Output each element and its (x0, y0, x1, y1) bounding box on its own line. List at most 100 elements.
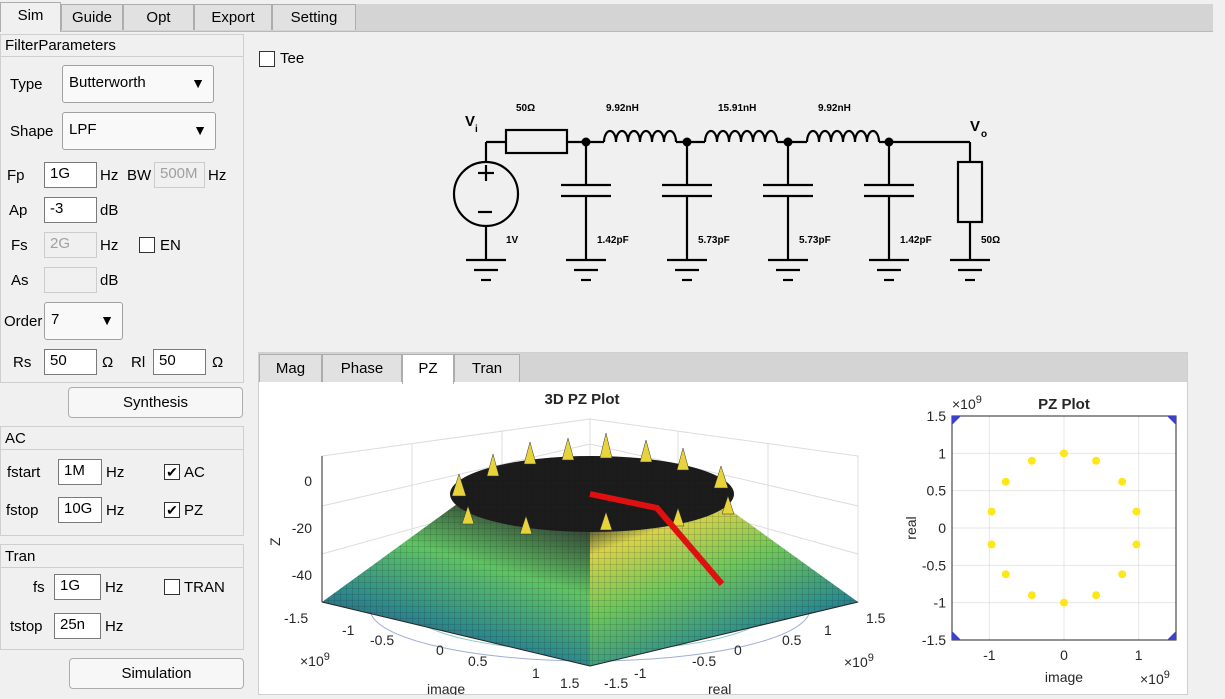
ac-title: AC (5, 430, 26, 447)
fstart-input[interactable]: 1M (58, 459, 102, 485)
capacitor-4-label: 1.42pF (900, 235, 932, 246)
shape-select[interactable]: LPF ▼ (62, 112, 216, 150)
ac-panel (0, 426, 244, 536)
ap-unit: dB (100, 202, 119, 219)
pz-y-tick-label: 1.5 (927, 408, 947, 424)
rl-unit: Ω (212, 354, 224, 371)
tee-label: Tee (280, 50, 305, 67)
filter-parameters-title: FilterParameters (5, 37, 116, 54)
vo-label: V (970, 118, 980, 135)
filter-parameters-panel (0, 34, 244, 383)
bw-unit: Hz (208, 167, 227, 184)
rl-label: Rl (131, 354, 146, 371)
order-label: Order (4, 313, 43, 330)
type-label: Type (10, 76, 43, 93)
fstart-label: fstart (7, 464, 41, 481)
rs-unit: Ω (102, 354, 114, 371)
dropdown-arrow-icon: ▼ (193, 122, 207, 138)
plot-tab-pz[interactable]: PZ (402, 354, 454, 384)
ap-input[interactable]: -3 (44, 197, 97, 223)
left-tick-0: -1.5 (284, 610, 308, 626)
pz-pole-point (1060, 598, 1068, 607)
pz-y-tick-label: 1 (938, 445, 946, 461)
pz-pole-point (1027, 591, 1036, 600)
tran-check-label: TRAN (184, 579, 225, 596)
vo-sub-label: o (981, 129, 987, 140)
tab-guide[interactable]: Guide (61, 4, 123, 30)
right-tick-5: -1 (634, 665, 647, 681)
fs-input[interactable]: 2G (44, 232, 97, 258)
tran-title: Tran (5, 548, 36, 565)
pz-checkbox[interactable]: ✔ (164, 502, 180, 518)
ac-checkbox[interactable]: ✔ (164, 464, 180, 480)
bw-input[interactable]: 500M (154, 162, 205, 188)
pz-corner-marker (952, 416, 961, 425)
right-exp-label: ×109 (844, 652, 874, 670)
pz-2d-plot: -1 0 1 1.5 1 0.5 0 -0.5 -1 -1.5 PZ Plot image rea… (903, 394, 1177, 687)
fstop-input[interactable]: 10G (58, 497, 102, 523)
left-tick-1: -1 (342, 622, 355, 638)
pz-pole-point (1132, 540, 1141, 549)
pz-3d-plot: 3D PZ Plot Z 0 -20 -40 -1.5 -1 -0.5 0 0.… (267, 391, 886, 695)
rl-input[interactable]: 50 (153, 349, 206, 375)
rs-label: Rs (13, 354, 32, 371)
dropdown-arrow-icon: ▼ (191, 75, 205, 91)
pz-plot-title: PZ Plot (1038, 396, 1090, 413)
fs-unit: Hz (100, 237, 119, 254)
en-label: EN (160, 237, 181, 254)
left-tick-4: 0.5 (468, 653, 488, 669)
pz-y-tick-label: 0 (938, 520, 946, 536)
pz-x-tick-label: -1 (983, 647, 996, 663)
en-checkbox[interactable] (139, 237, 155, 253)
fstop-unit: Hz (106, 502, 125, 519)
fp-input[interactable]: 1G (44, 162, 97, 188)
plot3d-xlabel: image (427, 681, 465, 695)
plot-tab-phase[interactable]: Phase (322, 354, 402, 382)
type-select-value: Butterworth (69, 74, 146, 91)
tee-checkbox[interactable] (259, 51, 275, 67)
tab-setting[interactable]: Setting (272, 4, 356, 30)
tran-fs-input[interactable]: 1G (54, 574, 101, 600)
plot-tab-tran[interactable]: Tran (454, 354, 520, 382)
pz-corner-marker (952, 631, 961, 640)
simulation-button[interactable]: Simulation (69, 658, 244, 689)
order-select[interactable]: 7 ▼ (44, 302, 123, 340)
pz-pole-point (1060, 449, 1068, 458)
pz-plot-ylabel: real (903, 516, 919, 539)
tab-export[interactable]: Export (194, 4, 272, 30)
tran-checkbox[interactable] (164, 579, 180, 595)
z-tick-1: -20 (292, 520, 312, 536)
fp-label: Fp (7, 167, 25, 184)
type-select[interactable]: Butterworth ▼ (62, 65, 214, 103)
synthesis-button[interactable]: Synthesis (68, 387, 243, 418)
pz-y-exp-label: ×109 (952, 394, 982, 412)
right-tick-2: 0.5 (782, 632, 802, 648)
z-tick-2: -40 (292, 567, 312, 583)
inductor-3-label: 9.92nH (818, 103, 851, 114)
plot3d-title: 3D PZ Plot (544, 391, 619, 408)
plot-tab-mag[interactable]: Mag (259, 354, 322, 382)
pz-corner-marker (1167, 416, 1176, 425)
plot3d-ylabel: real (708, 681, 731, 695)
tstop-input[interactable]: 25n (54, 613, 101, 639)
left-tick-3: 0 (436, 642, 444, 658)
pz-x-tick-label: 0 (1060, 647, 1068, 663)
pz-pole-point (1092, 591, 1101, 600)
as-input[interactable] (44, 267, 97, 293)
pz-y-tick-label: 0.5 (927, 483, 947, 499)
rs-input[interactable]: 50 (44, 349, 97, 375)
vi-sub-label: i (475, 124, 478, 135)
as-unit: dB (100, 272, 119, 289)
plot3d-zlabel: Z (267, 537, 283, 546)
fstart-unit: Hz (106, 464, 125, 481)
left-tick-5: 1 (532, 665, 540, 681)
tab-sim[interactable]: Sim (0, 2, 61, 32)
tab-opt[interactable]: Opt (123, 4, 194, 30)
pz-x-tick-label: 1 (1135, 647, 1143, 663)
tran-fs-label: fs (33, 579, 45, 596)
pz-pole-point (987, 540, 996, 549)
tstop-unit: Hz (105, 618, 124, 635)
right-tick-1: 1 (824, 622, 832, 638)
source-value-label: 1V (506, 235, 519, 246)
bw-label: BW (127, 167, 152, 184)
